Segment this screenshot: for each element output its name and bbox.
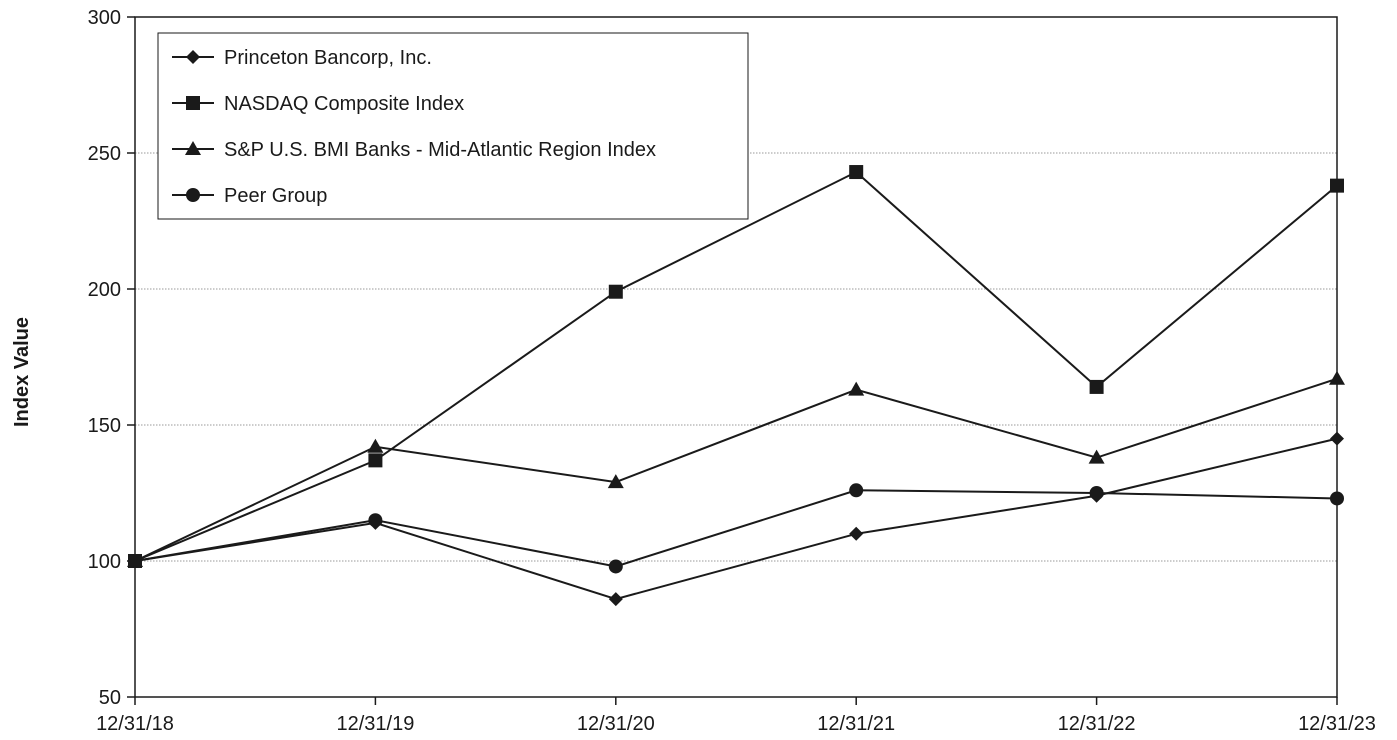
data-point-triangle (848, 381, 865, 396)
data-point-triangle (1088, 449, 1105, 464)
legend-diamond-icon (186, 50, 200, 64)
y-tick-label: 100 (88, 551, 121, 573)
data-point-triangle (1329, 370, 1345, 385)
x-tick-label: 12/31/23 (1298, 713, 1376, 735)
data-point-square (608, 284, 623, 299)
data-point-square (1089, 379, 1104, 394)
x-tick-label: 12/31/18 (96, 713, 174, 735)
y-axis: 50 100 150 200 250 300 (88, 7, 135, 709)
y-tick-label: 150 (88, 415, 121, 437)
legend-label: Princeton Bancorp, Inc. (224, 47, 432, 69)
legend-item: S&P U.S. BMI Banks - Mid-Atlantic Region… (172, 139, 656, 161)
series-line (134, 489, 1338, 568)
data-point-square (849, 165, 864, 180)
x-tick-label: 12/31/21 (817, 713, 895, 735)
legend-label: Peer Group (224, 185, 327, 207)
series-circle (128, 483, 1344, 574)
data-point-circle (608, 559, 623, 574)
series-line (134, 437, 1338, 601)
legend-square-icon (186, 96, 200, 110)
legend-circle-icon (186, 188, 200, 202)
series-line (134, 377, 1338, 562)
data-point-diamond (849, 526, 864, 541)
series-line (134, 170, 1338, 562)
series-layer (127, 165, 1345, 607)
series-diamond (128, 431, 1344, 607)
y-tick-label: 200 (88, 279, 121, 301)
legend-item: Princeton Bancorp, Inc. (172, 47, 432, 69)
legend-item: Peer Group (172, 185, 327, 207)
legend-box (157, 32, 749, 220)
data-point-circle (368, 513, 383, 528)
legend: Princeton Bancorp, Inc. NASDAQ Composite … (157, 32, 749, 220)
y-tick-label: 300 (88, 7, 121, 29)
data-point-circle (128, 554, 142, 568)
legend-triangle-icon (185, 141, 201, 155)
y-axis-title: Index Value (11, 317, 33, 427)
data-point-diamond (1330, 431, 1344, 446)
data-point-square (1330, 178, 1344, 193)
legend-label: NASDAQ Composite Index (224, 93, 464, 115)
y-tick-label: 250 (88, 143, 121, 165)
legend-label: S&P U.S. BMI Banks - Mid-Atlantic Region… (224, 139, 656, 161)
plot-area (134, 16, 1338, 698)
x-axis: 12/31/18 12/31/19 12/31/20 12/31/21 12/31/22… (96, 697, 1376, 735)
series-square (128, 165, 1344, 568)
legend-item: NASDAQ Composite Index (172, 93, 464, 115)
data-point-triangle (607, 474, 624, 489)
data-point-square (368, 453, 383, 468)
y-tick-label: 50 (99, 687, 121, 709)
x-tick-label: 12/31/20 (577, 713, 655, 735)
data-point-diamond (608, 592, 623, 607)
data-point-circle (1089, 486, 1104, 500)
x-tick-label: 12/31/22 (1058, 713, 1136, 735)
x-tick-label: 12/31/19 (336, 713, 414, 735)
series-triangle (127, 370, 1345, 567)
data-point-circle (849, 483, 864, 498)
data-point-triangle (367, 438, 384, 453)
data-point-circle (1330, 491, 1344, 506)
